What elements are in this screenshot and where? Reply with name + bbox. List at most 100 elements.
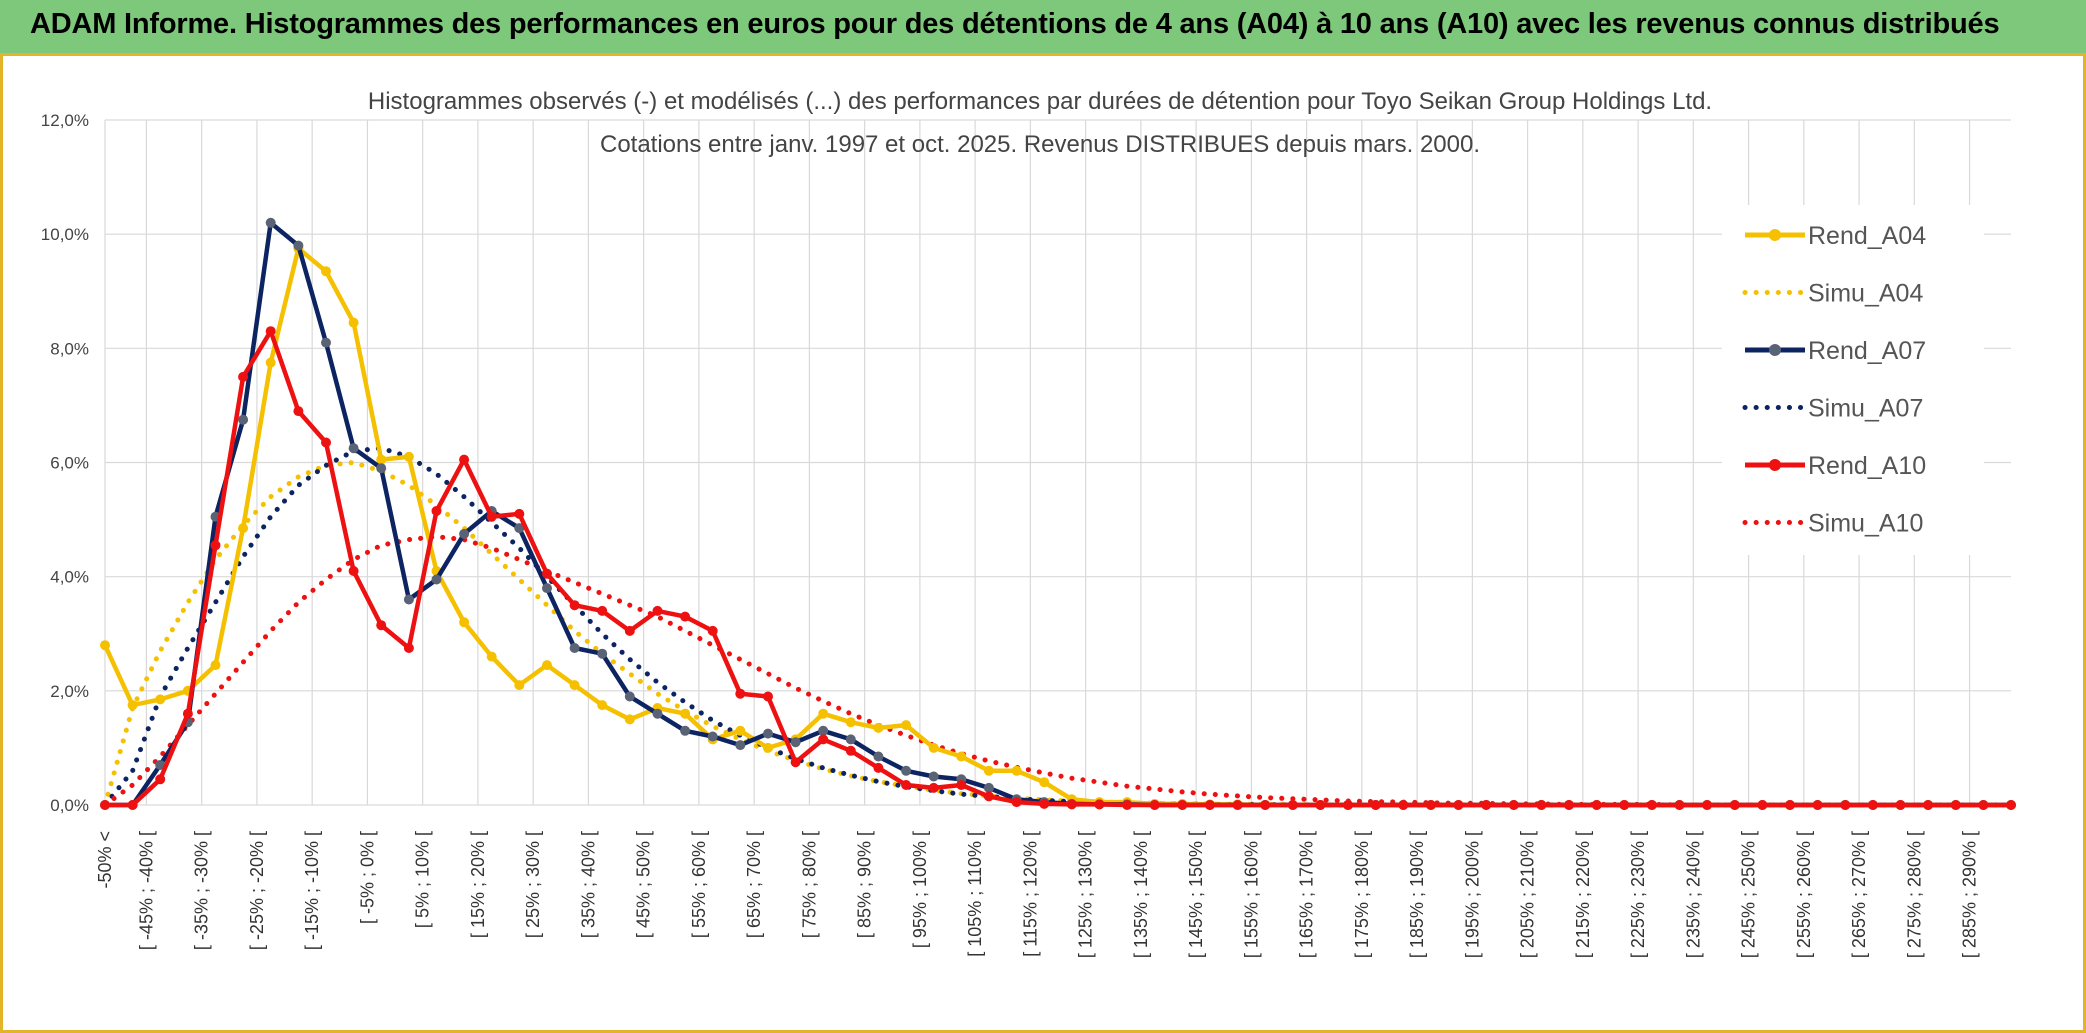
series-point-rend-a10 (155, 774, 166, 785)
series-point-rend-a07 (403, 594, 414, 605)
x-tick-label: [ 155% ; 160% [ (1241, 831, 1261, 958)
legend-label-rend-a10: Rend_A10 (1808, 452, 1926, 480)
series-point-rend-a07 (569, 643, 580, 653)
x-tick-label: [ 115% ; 120% [ (1020, 831, 1040, 957)
series-point-rend-a10 (1232, 800, 1243, 810)
series-point-rend-a04 (901, 720, 912, 731)
series-point-rend-a10 (790, 757, 801, 768)
x-tick-label: [ -45% ; -40% [ (136, 831, 156, 950)
series-point-rend-a10 (238, 371, 249, 382)
series-point-rend-a07 (983, 782, 994, 793)
series-point-rend-a07 (763, 728, 773, 739)
series-point-rend-a10 (1425, 800, 1436, 810)
series-point-rend-a10 (1149, 800, 1160, 810)
series-point-rend-a04 (127, 700, 138, 711)
series-point-rend-a10 (182, 708, 193, 719)
x-tick-label: [ 225% ; 230% [ (1628, 831, 1648, 958)
series-point-rend-a07 (542, 583, 552, 594)
series-point-rend-a10 (1729, 800, 1740, 810)
x-tick-label: [ 25% ; 30% [ (523, 831, 543, 938)
x-tick-label: [ 285% ; 290% [ (1960, 831, 1980, 958)
series-point-rend-a10 (1039, 798, 1050, 809)
series-point-rend-a10 (1895, 800, 1906, 810)
series-point-rend-a04 (1039, 777, 1050, 788)
series-point-rend-a10 (1453, 800, 1464, 810)
x-tick-label: -50% < (95, 831, 115, 889)
series-point-rend-a10 (376, 620, 387, 631)
series-point-rend-a07 (459, 528, 470, 539)
series-point-rend-a04 (1011, 765, 1022, 776)
series-point-rend-a04 (348, 317, 359, 328)
x-tick-label: [ 35% ; 40% [ (578, 831, 598, 938)
series-point-rend-a10 (514, 508, 525, 519)
x-tick-label: [ 65% ; 70% [ (744, 831, 764, 938)
series-point-rend-a07 (348, 443, 359, 454)
series-point-rend-a10 (1343, 800, 1353, 810)
series-point-rend-a04 (624, 714, 635, 725)
series-point-rend-a10 (1978, 800, 1989, 810)
series-point-rend-a07 (376, 463, 387, 474)
chart-title: Histogrammes observés (-) et modélisés (… (368, 88, 1712, 115)
series-point-rend-a10 (1674, 800, 1685, 810)
series-point-rend-a10 (1260, 800, 1271, 810)
series-point-rend-a10 (901, 780, 912, 790)
series-point-rend-a07 (321, 337, 331, 348)
series-point-rend-a07 (735, 740, 746, 751)
x-tick-label: [ -25% ; -20% [ (247, 831, 267, 950)
series-point-rend-a10 (1950, 800, 1961, 810)
series-point-rend-a10 (652, 605, 663, 616)
series-point-rend-a07 (155, 760, 166, 770)
legend-marker (1769, 344, 1781, 356)
x-tick-label: [ 175% ; 180% [ (1352, 831, 1372, 958)
series-point-rend-a10 (818, 734, 829, 745)
series-point-rend-a10 (1646, 800, 1657, 810)
series-point-rend-a10 (763, 691, 773, 702)
chart-legend: Rend_A04 Simu_A04 Rend_A07 Simu_A07 Rend_A10… (1722, 205, 1984, 555)
series-point-rend-a10 (1094, 799, 1105, 810)
series-point-rend-a07 (790, 737, 801, 748)
series-point-rend-a10 (1812, 800, 1823, 810)
chart-frame (0, 56, 2086, 1033)
series-point-rend-a04 (238, 523, 249, 534)
series-point-rend-a10 (265, 326, 276, 337)
series-point-rend-a07 (845, 734, 856, 745)
series-point-rend-a07 (707, 731, 718, 742)
series-point-rend-a07 (238, 414, 249, 425)
x-tick-label: [ 45% ; 50% [ (634, 831, 654, 938)
series-point-rend-a04 (763, 742, 773, 753)
series-point-rend-a10 (100, 800, 110, 810)
x-tick-label: [ 235% ; 240% [ (1683, 831, 1703, 958)
legend-label-rend-a04: Rend_A04 (1808, 222, 1926, 250)
series-point-rend-a10 (1564, 800, 1574, 810)
x-tick-label: [ -35% ; -30% [ (192, 831, 212, 950)
series-point-rend-a04 (845, 717, 856, 728)
series-point-rend-a10 (1757, 800, 1768, 810)
series-point-rend-a10 (569, 600, 580, 611)
series-point-rend-a10 (956, 780, 967, 790)
series-point-rend-a10 (1481, 800, 1492, 810)
series-point-rend-a04 (542, 660, 552, 671)
series-point-rend-a04 (403, 451, 414, 462)
x-tick-label: [ 265% ; 270% [ (1849, 831, 1869, 958)
series-point-rend-a07 (597, 648, 608, 659)
series-point-rend-a10 (735, 688, 746, 699)
series-point-rend-a04 (818, 708, 829, 719)
x-tick-label: [ -5% ; 0% [ (357, 831, 377, 924)
series-point-rend-a10 (983, 791, 994, 802)
x-tick-label: [ 195% ; 200% [ (1462, 831, 1482, 958)
series-point-rend-a10 (321, 437, 331, 448)
x-tick-label: [ 205% ; 210% [ (1518, 831, 1538, 958)
series-point-rend-a10 (431, 506, 442, 516)
series-point-rend-a04 (928, 742, 939, 753)
chart-series (100, 217, 2016, 810)
x-tick-label: [ 215% ; 220% [ (1573, 831, 1593, 958)
x-tick-label: [ 135% ; 140% [ (1131, 831, 1151, 958)
series-point-rend-a10 (1508, 800, 1519, 810)
series-point-rend-a04 (321, 266, 331, 277)
series-point-rend-a10 (348, 566, 359, 576)
x-tick-label: [ 255% ; 260% [ (1794, 831, 1814, 958)
x-tick-label: [ 85% ; 90% [ (855, 831, 875, 938)
series-point-rend-a10 (542, 568, 552, 579)
x-tick-label: [ 95% ; 100% [ (910, 831, 930, 948)
